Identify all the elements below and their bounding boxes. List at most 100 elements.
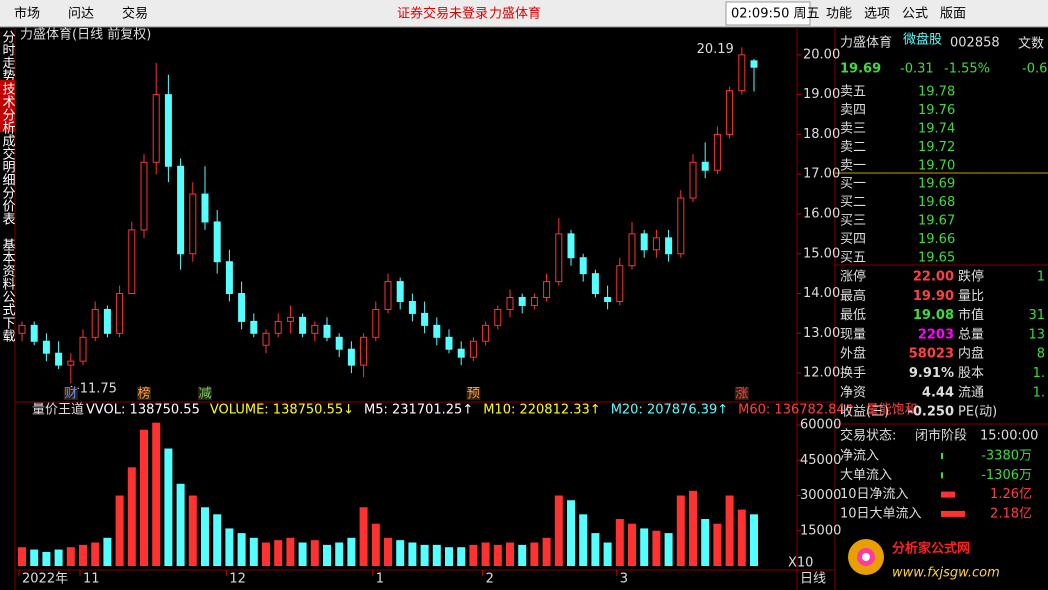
volume-title: 量价王道 (32, 403, 84, 418)
event-box (466, 387, 481, 400)
candle-body (713, 133, 721, 171)
volume-bar (286, 537, 295, 566)
stat-label: 外盘 (840, 346, 866, 362)
y-tick-label: 12.00 (803, 366, 840, 381)
candle-body (116, 293, 124, 334)
stat-label: 净资 (840, 385, 866, 400)
volume-scale: X10 (788, 556, 813, 571)
candle-body (543, 281, 551, 299)
status-time: 15:00:00 (980, 429, 1038, 444)
event-box (137, 387, 151, 400)
candle-body (286, 316, 294, 322)
candle-body (604, 297, 612, 302)
candle-body (433, 324, 441, 338)
candle-body (457, 348, 465, 358)
volume-legend: M10: 220812.33↑ (483, 403, 600, 418)
y-tick-label: 30000 (800, 488, 841, 503)
volume-bar (188, 495, 197, 566)
volume-bar (152, 422, 161, 566)
status-label: 交易状态: (840, 428, 896, 444)
candle-body (445, 336, 453, 350)
flow-indicator (941, 472, 943, 479)
y-tick-label: 60000 (800, 418, 841, 433)
volume-bar (542, 537, 551, 566)
volume-bar (225, 528, 234, 566)
book-price: 19.72 (918, 140, 955, 155)
flow-label: 净流入 (840, 449, 879, 464)
menu-item[interactable]: 功能 (826, 7, 852, 22)
candle-body (262, 332, 270, 346)
y-tick-label: 15.00 (803, 246, 840, 261)
y-tick-label: 14.00 (803, 286, 840, 301)
stat-value: 2203 (918, 327, 954, 342)
volume-bar (640, 528, 649, 566)
menu-item[interactable]: 问达 (68, 7, 94, 22)
menu-item[interactable]: 公式 (902, 7, 928, 22)
candle-body (555, 233, 563, 283)
menu-stock: 力盛体育 (489, 6, 541, 22)
candle-body (225, 261, 233, 295)
volume-bar (725, 495, 734, 566)
candle-body (311, 324, 319, 334)
event-marker[interactable]: 涨 (735, 387, 748, 402)
period: 日线 (800, 572, 826, 587)
login-status: 证券交易未登录 (397, 6, 488, 22)
candle-body (518, 297, 526, 306)
book-label: 买四 (840, 232, 866, 247)
volume-bar (689, 490, 697, 566)
side-tab[interactable]: 技术分析 (0, 82, 15, 134)
volume-bar (66, 547, 75, 566)
flow-indicator (941, 491, 955, 498)
volume-bar (603, 542, 612, 566)
menu-item[interactable]: 交易 (122, 6, 148, 22)
side-tab[interactable]: 分时走势 (0, 30, 15, 83)
candle-body (372, 308, 380, 338)
candle-body (140, 161, 148, 231)
volume-bar (396, 540, 405, 566)
stat-label: 收益(三) (840, 405, 889, 420)
low-label: ←11.75 (69, 382, 117, 397)
stock-code: 002858 (950, 36, 1000, 51)
book-price: 19.66 (918, 232, 955, 247)
volume-bar (91, 542, 100, 566)
candle-body (79, 336, 87, 362)
event-marker[interactable]: 预 (467, 387, 480, 402)
candle-body (469, 340, 477, 358)
candle-body (750, 60, 758, 68)
status-value: 闭市阶段 (915, 428, 967, 444)
volume-bar (127, 467, 136, 566)
stat-value: 9.91% (909, 366, 954, 381)
volume-bar (493, 544, 502, 566)
candle-body (652, 237, 660, 251)
candle-body (530, 297, 538, 306)
stat-value: 22.00 (913, 270, 954, 285)
volume-legend: M20: 207876.39↑ (611, 403, 728, 418)
side-tab[interactable]: 基本资料 (0, 238, 15, 290)
book-label: 买一 (840, 177, 866, 192)
event-marker[interactable]: 财 (64, 387, 77, 402)
volume-bar (457, 547, 466, 566)
menu-item[interactable]: 版面 (940, 7, 966, 22)
candle-body (30, 324, 38, 342)
book-label: 卖五 (840, 85, 866, 100)
side-tab[interactable]: 分价表 (0, 186, 15, 225)
event-box (198, 387, 212, 400)
event-marker[interactable]: 榜 (137, 386, 150, 402)
book-price: 19.74 (918, 122, 955, 137)
volume-bar (201, 507, 209, 566)
menu-item[interactable]: 市场 (14, 6, 40, 22)
book-price: 19.69 (918, 177, 955, 192)
event-marker[interactable]: 减 (198, 387, 211, 402)
book-price: 19.76 (918, 103, 955, 118)
clock: 02:09:50 周五 (731, 7, 820, 22)
flow-value: -1306万 (981, 468, 1032, 483)
stat-label: 量比 (958, 289, 984, 304)
y-tick-label: 15000 (800, 523, 841, 538)
volume-bar (298, 542, 307, 566)
side-tab[interactable]: 公式下载 (0, 290, 15, 343)
volume-bar (359, 507, 368, 566)
menu-item[interactable]: 选项 (864, 7, 890, 22)
candle-body (677, 197, 685, 255)
side-tab[interactable]: 成交明细 (0, 134, 15, 186)
